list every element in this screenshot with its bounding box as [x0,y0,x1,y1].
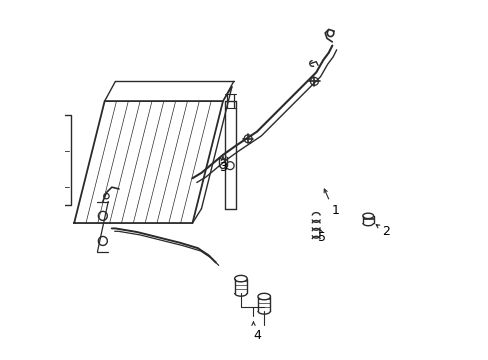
Text: 5: 5 [317,231,325,244]
Text: 3: 3 [219,161,226,174]
Text: 4: 4 [253,329,261,342]
Text: 2: 2 [382,225,389,238]
Text: 1: 1 [331,204,339,217]
